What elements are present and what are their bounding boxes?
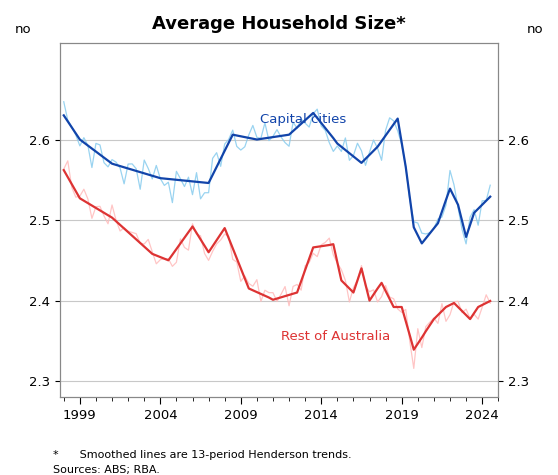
Text: Rest of Australia: Rest of Australia — [281, 330, 390, 343]
Text: no: no — [15, 23, 31, 36]
Text: Capital cities: Capital cities — [260, 113, 347, 126]
Text: *      Smoothed lines are 13-period Henderson trends.: * Smoothed lines are 13-period Henderson… — [53, 450, 352, 460]
Title: Average Household Size*: Average Household Size* — [152, 15, 406, 33]
Text: Sources: ABS; RBA.: Sources: ABS; RBA. — [53, 465, 160, 475]
Text: no: no — [527, 23, 543, 36]
